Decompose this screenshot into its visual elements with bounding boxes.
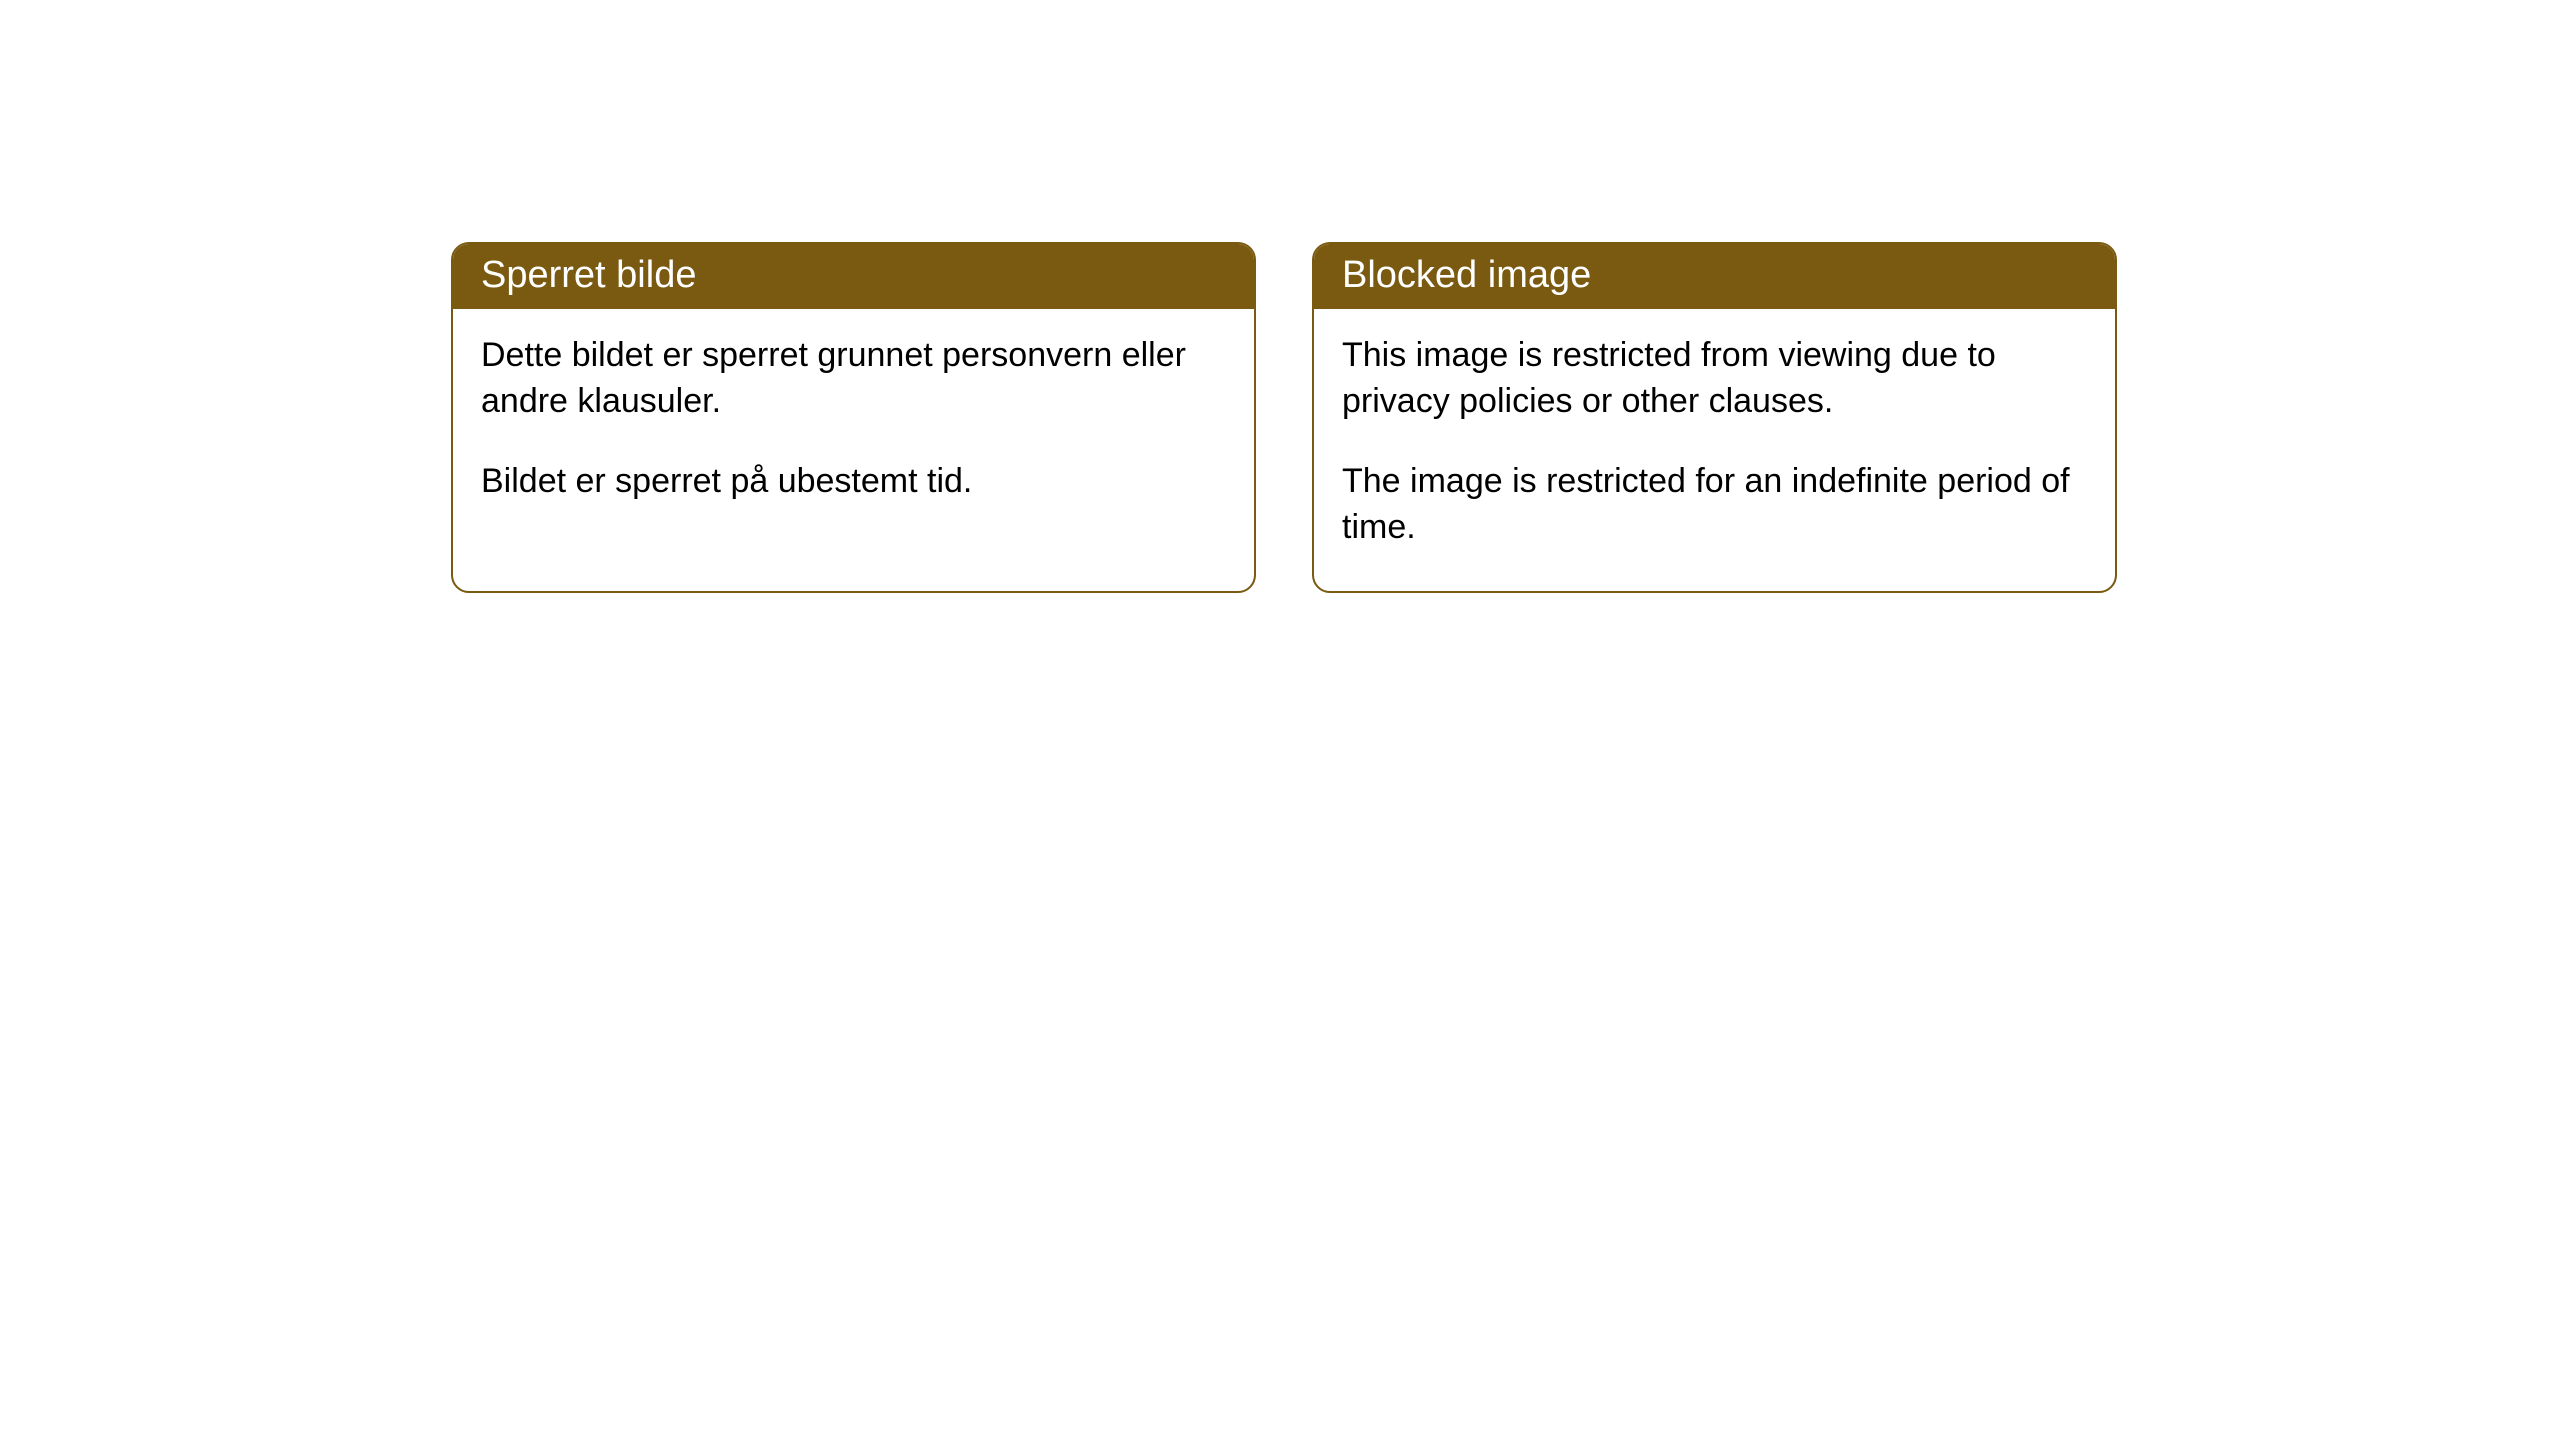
card-paragraph-en-1: This image is restricted from viewing du… xyxy=(1342,333,2087,425)
card-body-en: This image is restricted from viewing du… xyxy=(1314,309,2115,591)
card-header-en: Blocked image xyxy=(1314,244,2115,309)
notice-cards-container: Sperret bilde Dette bildet er sperret gr… xyxy=(451,242,2117,593)
card-paragraph-no-1: Dette bildet er sperret grunnet personve… xyxy=(481,333,1226,425)
blocked-image-card-en: Blocked image This image is restricted f… xyxy=(1312,242,2117,593)
card-header-no: Sperret bilde xyxy=(453,244,1254,309)
blocked-image-card-no: Sperret bilde Dette bildet er sperret gr… xyxy=(451,242,1256,593)
card-paragraph-no-2: Bildet er sperret på ubestemt tid. xyxy=(481,459,1226,505)
card-body-no: Dette bildet er sperret grunnet personve… xyxy=(453,309,1254,545)
card-paragraph-en-2: The image is restricted for an indefinit… xyxy=(1342,459,2087,551)
